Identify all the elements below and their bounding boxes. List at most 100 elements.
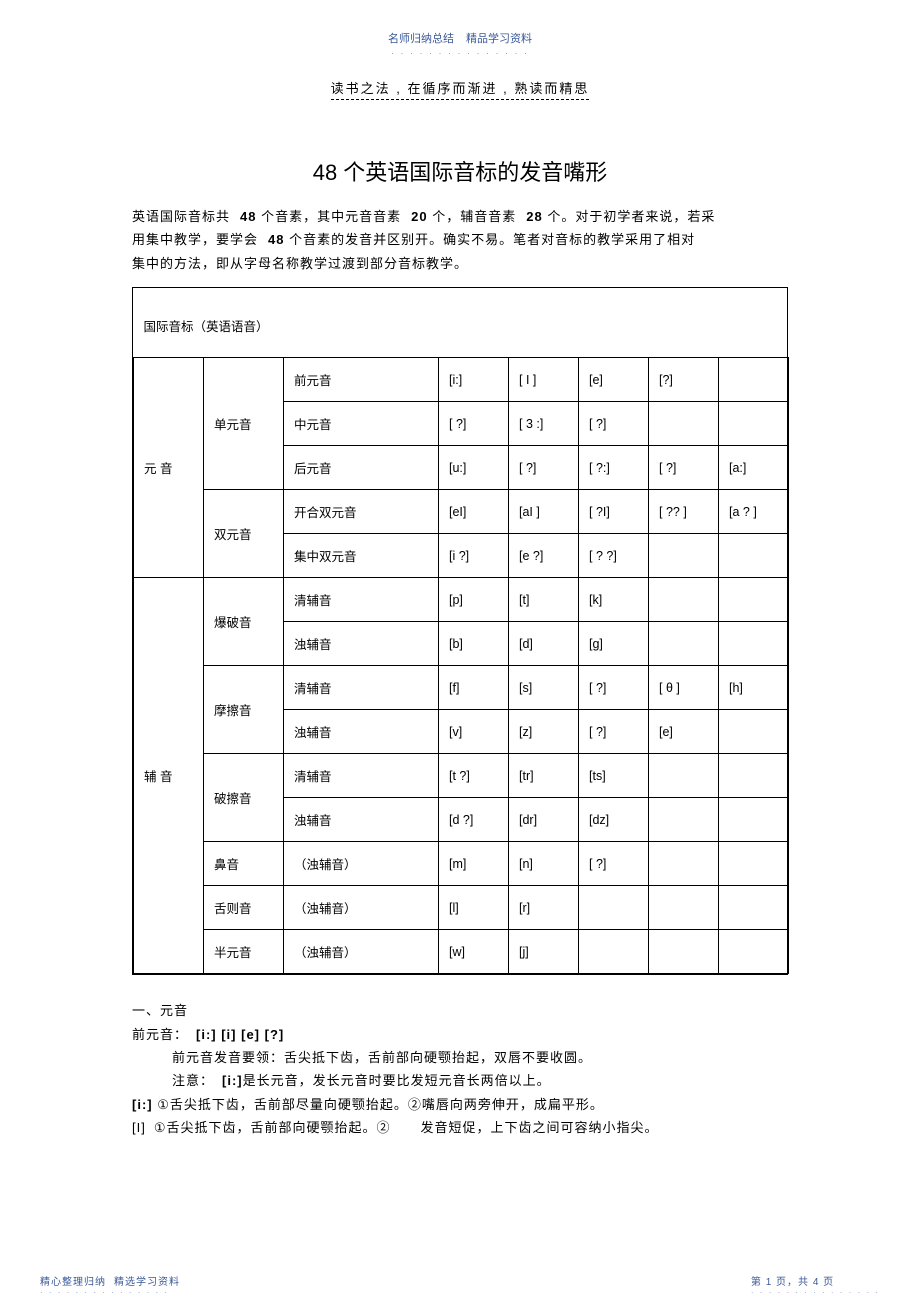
category-1-cell: 元 音 [134, 358, 204, 578]
page-title: 48 个英语国际音标的发音嘴形 [0, 155, 920, 187]
ipa-cell: [i ?] [439, 534, 509, 578]
ipa-cell [649, 842, 719, 886]
category-2-cell: 破擦音 [204, 754, 284, 842]
row-label-cell: （浊辅音） [284, 842, 439, 886]
ipa-cell: [ ?] [579, 666, 649, 710]
table: 国际音标（英语语音） 元 音单元音前元音[i:][ I ][e][?]中元音 [ … [133, 288, 789, 974]
ipa-cell [579, 930, 649, 974]
row-label-cell: （浊辅音） [284, 930, 439, 974]
ipa-cell: [p] [439, 578, 509, 622]
row-label-cell: 后元音 [284, 446, 439, 490]
row-label-cell: 开合双元音 [284, 490, 439, 534]
ipa-cell [719, 930, 789, 974]
table-header-cell: 国际音标（英语语音） [134, 288, 789, 358]
ipa-cell [649, 402, 719, 446]
row-label-cell: 清辅音 [284, 666, 439, 710]
category-2-cell: 双元音 [204, 490, 284, 578]
row-label-cell: （浊辅音） [284, 886, 439, 930]
table-row: 辅 音爆破音清辅音[p][t][k] [134, 578, 789, 622]
ipa-cell: [ ?? ] [649, 490, 719, 534]
ipa-cell: [ts] [579, 754, 649, 798]
row-label-cell: 清辅音 [284, 754, 439, 798]
header-left-text: 名师归纳总结 [388, 33, 454, 45]
footer-left-b: 精选学习资料 [114, 1277, 180, 1288]
intro-paragraph: 英语国际音标共48 个音素，其中元音音素20 个，辅音音素28 个。对于初学者来… [132, 205, 788, 275]
ipa-cell: [l] [439, 886, 509, 930]
ipa-cell [649, 622, 719, 666]
table-header-row: 国际音标（英语语音） [134, 288, 789, 358]
ipa-cell [649, 886, 719, 930]
row-label-cell: 中元音 [284, 402, 439, 446]
table-row: 元 音单元音前元音[i:][ I ][e][?] [134, 358, 789, 402]
ipa-cell: [ ?:] [579, 446, 649, 490]
header-right-text: 精品学习资料 [466, 33, 532, 45]
header-label: 名师归纳总结精品学习资料 [0, 30, 920, 46]
footer-left: 精心整理归纳精选学习资料 · · · · · · · · · · · · · ·… [40, 1273, 180, 1297]
ipa-cell [719, 534, 789, 578]
category-2-cell: 舌则音 [204, 886, 284, 930]
table-row: 双元音开合双元音[eI][aI ][ ?I][ ?? ][a ? ] [134, 490, 789, 534]
ipa-cell: [r] [509, 886, 579, 930]
ipa-cell: [d ?] [439, 798, 509, 842]
ipa-cell: [aI ] [509, 490, 579, 534]
row-label-cell: 前元音 [284, 358, 439, 402]
ipa-cell: [?] [649, 358, 719, 402]
subtitle-text: 读书之法 , 在循序而渐进 , 熟读而精思 [331, 78, 590, 100]
ipa-cell: [ 3 :] [509, 402, 579, 446]
ipa-cell: [a ? ] [719, 490, 789, 534]
ipa-cell: [w] [439, 930, 509, 974]
row-label-cell: 清辅音 [284, 578, 439, 622]
section-body: 一、元音 前元音：[i:] [i] [e] [?] 前元音发音要领：舌尖抵下齿，… [132, 999, 788, 1139]
content-area: 英语国际音标共48 个音素，其中元音音素20 个，辅音音素28 个。对于初学者来… [0, 205, 920, 1140]
ipa-cell [579, 886, 649, 930]
table-row: 破擦音清辅音[t ?][tr][ts] [134, 754, 789, 798]
ipa-cell [649, 754, 719, 798]
ipa-cell: [t] [509, 578, 579, 622]
row-label-cell: 浊辅音 [284, 622, 439, 666]
ipa-cell: [u:] [439, 446, 509, 490]
body-line: [i:] ①舌尖抵下齿，舌前部尽量向硬颚抬起。②嘴唇向两旁伸开，成扁平形。 [132, 1093, 788, 1116]
row-label-cell: 浊辅音 [284, 710, 439, 754]
footer-right: 第 1 页，共 4 页 · · · · · · · · · · · · · · … [751, 1273, 880, 1297]
ipa-cell: [dr] [509, 798, 579, 842]
ipa-cell: [ ?] [579, 402, 649, 446]
ipa-cell: [s] [509, 666, 579, 710]
ipa-cell: [ ?] [579, 710, 649, 754]
ipa-cell: [n] [509, 842, 579, 886]
footer-left-dots: · · · · · · · · · · · · · · · [40, 1288, 180, 1297]
ipa-cell: [e] [579, 358, 649, 402]
footer-right-dots: · · · · · · · · · · · · · · · [751, 1288, 880, 1297]
ipa-cell: [f] [439, 666, 509, 710]
ipa-cell: [d] [509, 622, 579, 666]
ipa-cell: [eI] [439, 490, 509, 534]
ipa-cell: [g] [579, 622, 649, 666]
ipa-table: 国际音标（英语语音） 元 音单元音前元音[i:][ I ][e][?]中元音 [ … [132, 287, 788, 975]
ipa-cell: [dz] [579, 798, 649, 842]
row-label-cell: 集中双元音 [284, 534, 439, 578]
ipa-cell: [z] [509, 710, 579, 754]
ipa-cell: [t ?] [439, 754, 509, 798]
table-row: 摩擦音清辅音[f][s][ ?][ θ ][h] [134, 666, 789, 710]
ipa-cell: [k] [579, 578, 649, 622]
ipa-cell: [j] [509, 930, 579, 974]
ipa-cell: [ ?I] [579, 490, 649, 534]
ipa-cell [649, 798, 719, 842]
category-2-cell: 鼻音 [204, 842, 284, 886]
body-line: 一、元音 [132, 999, 788, 1022]
category-2-cell: 摩擦音 [204, 666, 284, 754]
ipa-cell: [ θ ] [649, 666, 719, 710]
category-2-cell: 单元音 [204, 358, 284, 490]
ipa-cell: [ ?] [649, 446, 719, 490]
category-1-cell: 辅 音 [134, 578, 204, 974]
ipa-cell [719, 754, 789, 798]
category-2-cell: 爆破音 [204, 578, 284, 666]
ipa-cell: [ ? ?] [579, 534, 649, 578]
category-2-cell: 半元音 [204, 930, 284, 974]
footer-left-a: 精心整理归纳 [40, 1277, 106, 1288]
ipa-cell [719, 842, 789, 886]
ipa-cell: [e] [649, 710, 719, 754]
ipa-cell: [b] [439, 622, 509, 666]
ipa-cell: [tr] [509, 754, 579, 798]
intro-line-2: 用集中教学，要学会48 个音素的发音并区别开。确实不易。笔者对音标的教学采用了相… [132, 228, 788, 251]
body-line: 前元音：[i:] [i] [e] [?] [132, 1023, 788, 1046]
